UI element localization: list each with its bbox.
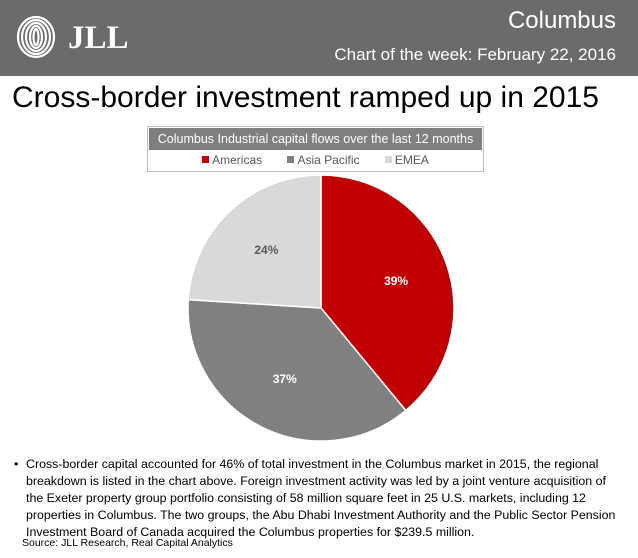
legend-label-emea: EMEA: [394, 153, 429, 167]
bullet-mark: •: [14, 457, 19, 471]
page-headline: Cross-border investment ramped up in 201…: [12, 81, 599, 114]
pie-slice-emea: [187, 174, 322, 309]
legend-swatch-emea: [384, 156, 392, 163]
pie-label-americas: 39%: [384, 274, 408, 288]
legend-swatch-americas: [202, 156, 210, 163]
source-note: Source: JLL Research, Real Capital Analy…: [22, 537, 233, 549]
pie-slice-americas: [320, 174, 455, 412]
legend-swatch-asia-pacific: [287, 156, 295, 163]
chart-of-week-subtitle: Chart of the week: February 22, 2016: [334, 45, 616, 64]
pie-label-emea: 24%: [254, 243, 278, 257]
chart-legend: Americas Asia Pacific EMEA: [148, 152, 483, 168]
header-banner: JLL Columbus Chart of the week: February…: [0, 0, 638, 76]
commentary-text: Cross-border capital accounted for 46% o…: [26, 457, 616, 539]
pie-slice-asia-pacific: [187, 298, 407, 442]
legend-label-americas: Americas: [212, 153, 263, 167]
chart-header: Columbus Industrial capital flows over t…: [147, 126, 484, 172]
chart-title: Columbus Industrial capital flows over t…: [149, 128, 482, 150]
legend-item-asia-pacific: Asia Pacific: [287, 152, 360, 168]
logo-mark-icon: [16, 15, 56, 59]
pie-label-asia-pacific: 37%: [273, 372, 297, 386]
jll-logo: JLL: [16, 14, 129, 60]
legend-item-emea: EMEA: [384, 152, 429, 168]
legend-label-asia-pacific: Asia Pacific: [297, 153, 360, 167]
city-title: Columbus: [507, 7, 616, 34]
commentary-bullet: • Cross-border capital accounted for 46%…: [14, 456, 624, 541]
logo-text: JLL: [68, 20, 129, 56]
legend-item-americas: Americas: [202, 152, 262, 168]
